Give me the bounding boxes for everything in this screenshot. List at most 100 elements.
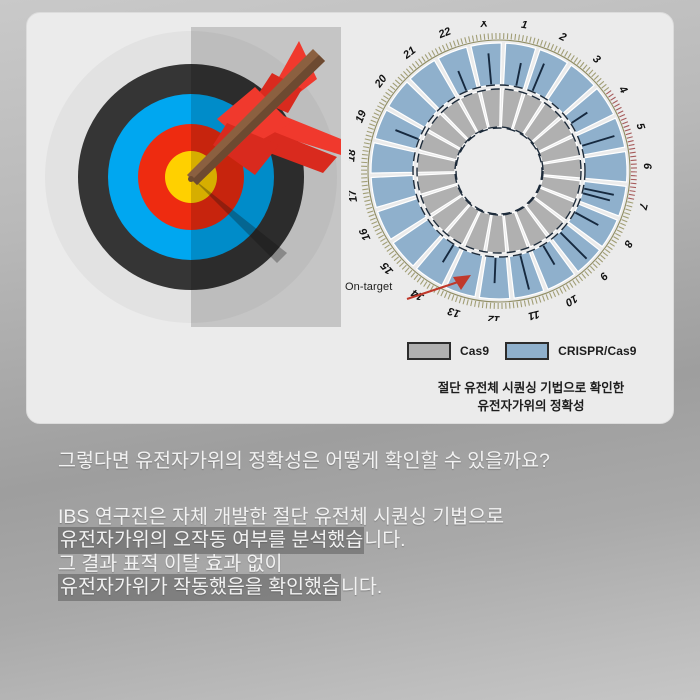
circos-outer-tick (483, 33, 486, 40)
copy-line-2-tail: 니다. (364, 529, 406, 551)
circos-outer-tick (418, 58, 423, 65)
circos-outer-tick (399, 261, 405, 267)
circos-outer-tick (436, 288, 441, 295)
circos-outer-tick (624, 212, 631, 215)
circos-outer-tick (538, 296, 542, 303)
circos-outer-tick (378, 234, 384, 239)
svg-text:21: 21 (400, 45, 418, 63)
circos-plot: 12345678910111213141516171819202122X (345, 17, 659, 325)
legend-swatch-crispr-cas9 (505, 342, 550, 360)
circos-outer-tick (456, 39, 460, 46)
figure-panel: 12345678910111213141516171819202122X On-… (26, 12, 674, 424)
circos-outer-tick (474, 300, 477, 307)
circos-outer-tick (372, 115, 378, 120)
circos-outer-tick (364, 199, 371, 202)
circos-cleavage-bar-1 (515, 62, 522, 86)
svg-text:15: 15 (378, 259, 396, 277)
circos-outer-tick (512, 302, 515, 309)
circos-outer-tick (603, 86, 610, 92)
circos-chrom-label-12: 12 (488, 313, 501, 325)
circos-outer-tick (540, 39, 543, 46)
svg-text:X: X (479, 21, 489, 30)
circos-outer-tick (622, 215, 629, 219)
circos-outer-tick (382, 241, 388, 246)
copy-line-1: IBS 연구진은 자체 개발한 절단 유전체 시퀀싱 기법으로 (58, 505, 505, 528)
circos-outer-tick (615, 106, 622, 111)
circos-outer-tick (520, 301, 523, 308)
circos-outer-tick (429, 285, 434, 292)
circos-outer-tick (397, 76, 403, 82)
circos-outer-tick (365, 203, 372, 206)
circos-outer-tick (369, 123, 376, 127)
circos-outer-tick (369, 217, 376, 221)
circos-outer-tick (605, 90, 612, 95)
circos-outer-tick (623, 124, 630, 128)
circos-outer-tick (514, 33, 517, 41)
legend-label-cas9: Cas9 (460, 344, 490, 358)
circos-outer-tick (611, 239, 618, 244)
circos-outer-tick (419, 279, 425, 285)
circos-cleavage-bar-4 (571, 111, 588, 124)
circos-outer-tick (562, 286, 567, 292)
circos-outer-tick (591, 72, 597, 78)
copy-line-2: 유전자가위의 오작동 여부를 분석했습니다. (58, 527, 658, 554)
circos-outer-tick (629, 147, 636, 150)
circos-outer-tick (582, 64, 588, 70)
circos-outer-tick (404, 267, 410, 273)
circos-outer-tick (584, 270, 590, 277)
circos-outer-tick (626, 204, 633, 208)
circos-outer-tick (588, 69, 594, 75)
circos-outer-tick (372, 224, 379, 229)
copy-line-4-tail: 니다. (340, 576, 383, 598)
circos-outer-tick (387, 88, 394, 94)
circos-chrom-label-16: 16 (357, 226, 373, 243)
circos-outer-tick (600, 254, 606, 260)
circos-outer-tick (627, 201, 634, 204)
circos-outer-tick (627, 140, 634, 143)
circos-outer-tick (575, 277, 580, 284)
circos-outer-tick (629, 186, 637, 189)
figure-caption-line-2: 유전자가위의 정확성 (477, 399, 585, 414)
circos-outer-tick (405, 68, 411, 74)
circos-outer-tick (447, 293, 451, 300)
circos-outer-tick (384, 244, 390, 249)
circos-outer-tick (366, 130, 373, 134)
circos-outer-tick (431, 50, 436, 56)
circos-outer-tick (451, 294, 455, 301)
circos-outer-tick (470, 300, 473, 307)
circos-outer-tick (471, 35, 475, 42)
circos-outer-tick (367, 127, 374, 130)
circos-chrom-label-13: 13 (446, 304, 461, 319)
circos-outer-tick (481, 301, 484, 309)
circos-outer-tick (376, 231, 383, 236)
circos-outer-tick (625, 132, 632, 136)
circos-outer-tick (377, 105, 383, 110)
circos-outer-tick (615, 232, 621, 237)
circos-outer-tick (386, 247, 393, 252)
copy-line-2-highlight: 유전자가위의 오작동 여부를 분석했습 (58, 527, 365, 554)
circos-outer-tick (572, 280, 577, 286)
circos-outer-tick (555, 289, 560, 296)
svg-text:11: 11 (527, 308, 541, 321)
circos-outer-sector-6 (583, 150, 628, 183)
circos-outer-tick (629, 190, 636, 193)
circos-outer-tick (604, 248, 611, 254)
circos-outer-tick (426, 283, 431, 290)
circos-outer-tick (449, 41, 453, 48)
circos-outer-tick (549, 292, 553, 299)
circos-outer-tick (411, 63, 417, 69)
circos-outer-tick (468, 36, 471, 43)
circos-outer-tick (440, 290, 444, 297)
circos-outer-tick (622, 121, 629, 125)
circos-outer-tick (581, 273, 587, 279)
circos-outer-tick (394, 79, 401, 85)
copy-line-3: 그 결과 표적 이탈 효과 없이 (58, 552, 283, 575)
circos-outer-tick (414, 60, 420, 67)
copy-line-4: 유전자가위가 작동했음을 확인했습니다. (58, 574, 658, 601)
circos-outer-tick (597, 257, 604, 263)
circos-outer-tick (552, 291, 557, 298)
circos-chrom-label-2: 2 (556, 30, 568, 44)
circos-outer-tick (363, 195, 370, 199)
archery-target-graphic (41, 27, 341, 327)
circos-outer-tick (407, 269, 413, 276)
